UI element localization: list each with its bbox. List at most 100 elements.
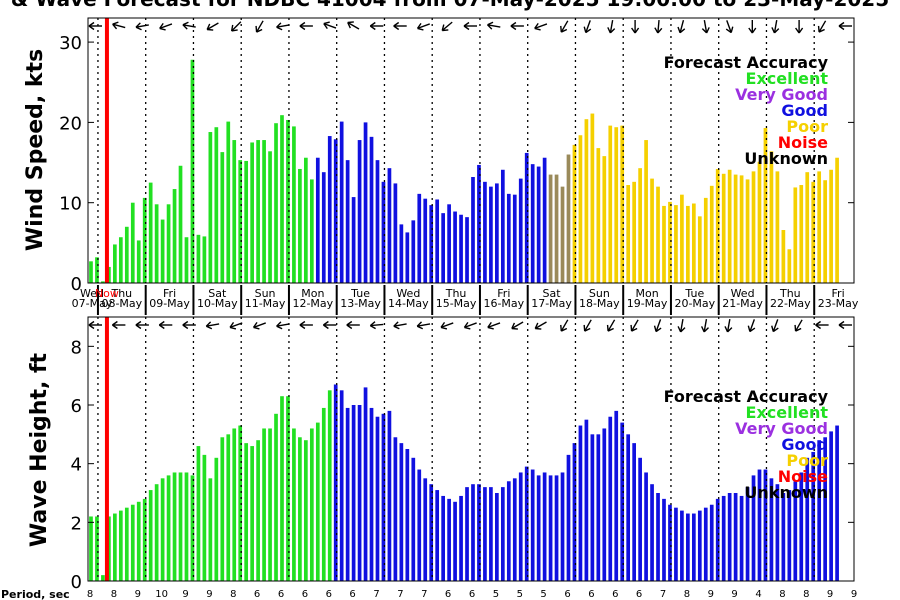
period-value: 6 [302,589,308,600]
wind-bar [703,197,708,283]
wind-arrow-icon [369,21,384,31]
wind-bar [202,236,207,283]
now-label: Now [95,287,119,300]
wave-arrow-icon [583,319,592,332]
wave-bar [733,493,738,581]
wave-bar [274,413,278,581]
wind-bar [274,123,278,283]
wave-bar [345,407,350,581]
period-value: 5 [493,589,499,600]
wind-bar [823,180,827,283]
wind-bar [656,186,660,283]
wind-bar [614,127,619,284]
wave-bar [686,513,690,581]
wind-bar [727,169,732,283]
wind-bar [477,164,481,283]
wind-arrow-icon [135,22,149,31]
day-name-label: Fri [163,287,176,300]
wind-bar [423,198,428,283]
wind-bar [757,161,762,283]
wave-arrow-icon [677,318,686,333]
date-label: 19-May [627,297,668,310]
wind-bar [357,140,362,283]
date-label: 11-May [245,297,286,310]
period-value: 6 [254,589,260,600]
wind-arrow-icon [276,22,290,31]
wind-bar [471,177,475,283]
wind-bar [626,185,631,283]
wind-bar [751,171,756,283]
wave-bar [226,434,231,581]
wind-bar [680,194,684,283]
wind-bar [524,152,529,283]
wave-bar [524,466,529,581]
period-values-row: 8 8 9 10 9 9 8 6 6 6 6 6 7 7 7 6 6 5 5 5 6 6 6 6 7 8 9 9 4 8 8 9 9 [87,589,857,600]
wave-arrow-icon [182,320,196,330]
wave-bar [811,451,816,581]
wave-bar [548,475,553,581]
wind-bar [709,185,714,283]
wind-arrow-icon [560,20,569,33]
wave-arrow-icon [322,320,337,330]
day-name-label: Thu [779,287,801,300]
wind-arrow-icon [510,21,524,31]
wave-ytick-label: 2 [71,513,82,534]
period-value: 8 [684,589,690,600]
wave-arrow-icon [229,321,243,330]
wave-bar [369,407,374,581]
wave-bar [435,490,440,581]
date-label: 23-May [818,297,859,310]
period-value: 10 [155,589,168,600]
wind-arrow-icon [463,21,477,31]
wind-bar [590,113,595,283]
wave-bar [333,384,338,581]
wind-bar [148,182,153,283]
wind-bar [411,220,416,283]
wave-bar [453,501,457,581]
wind-bar [435,199,440,283]
wave-bar [315,422,320,581]
period-value: 6 [588,589,594,600]
wind-bar [489,186,493,283]
period-value: 8 [230,589,236,600]
wave-bar [572,443,577,581]
wind-bar [405,232,410,283]
wind-bar [238,160,243,283]
wave-arrow-icon [440,321,454,330]
wave-bar [304,440,308,581]
wind-bar [453,211,457,283]
wave-y-axis: 0 2 4 6 8 [71,337,854,593]
wave-arrow-icon [205,321,220,330]
day-name-label: Sun [589,287,610,300]
wave-bar [172,472,177,581]
wind-bar [417,193,422,283]
wind-bar [381,181,386,283]
wave-ytick-label: 4 [71,455,82,476]
period-value: 6 [326,589,332,600]
wave-bar [745,487,750,581]
wind-bar [554,174,559,283]
wave-bar [220,437,225,581]
wind-bar [465,217,469,283]
day-name-label: Tue [350,287,370,300]
wave-bar [465,487,469,581]
wave-bar [238,425,243,581]
wave-bar [602,428,607,581]
wave-direction-arrows [88,318,852,333]
wind-bar [268,151,272,283]
wind-arrow-icon [347,21,360,30]
wave-bar [554,475,559,581]
wind-bar [232,140,237,283]
wind-bar [280,115,284,283]
wave-bar [256,440,260,581]
wave-y-label: Wave Height, ft [27,352,52,547]
wind-bar [686,205,690,283]
wind-bar [369,136,374,283]
wind-bar [101,281,105,283]
wind-bar [459,214,463,283]
date-label: 22-May [770,297,811,310]
date-label: 14-May [388,297,429,310]
wind-bar [393,183,398,283]
wave-bar [512,478,517,581]
wind-ytick-label: 0 [71,274,82,295]
